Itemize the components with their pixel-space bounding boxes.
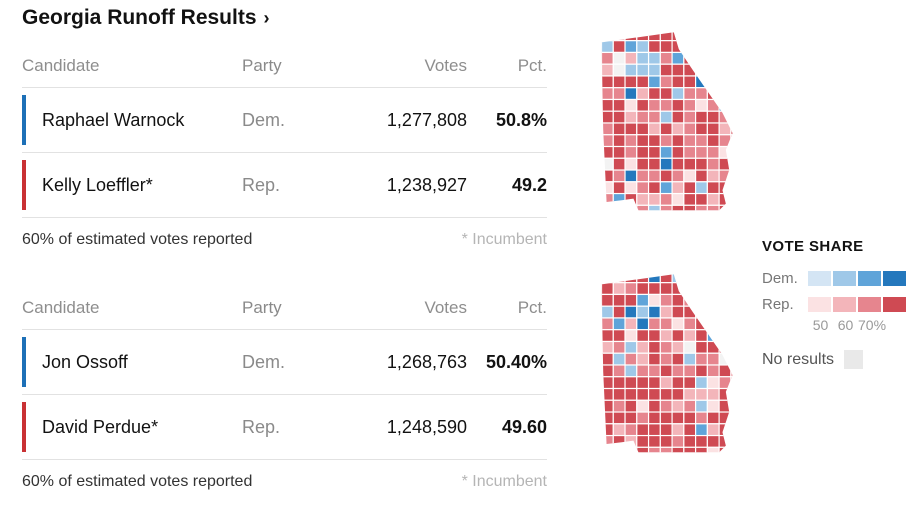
no-results-swatch: [844, 350, 864, 369]
table-row: Raphael Warnock Dem. 1,277,808 50.8%: [22, 87, 547, 152]
rep-swatch-1: [808, 297, 831, 312]
page-title: Georgia Runoff Results: [22, 6, 257, 29]
table-header-row: Candidate Party Votes Pct.: [22, 292, 547, 329]
party-color-bar: [22, 160, 26, 210]
candidate-name: David Perdue*: [42, 416, 159, 437]
scale-label-70: 70%: [858, 317, 887, 333]
legend-dem-row: Dem.: [762, 270, 914, 287]
rep-swatch-2: [833, 297, 856, 312]
candidate-votes: 1,268,763: [386, 351, 467, 372]
dem-swatch-2: [833, 271, 856, 286]
dem-swatch-3: [858, 271, 881, 286]
table-row: Kelly Loeffler* Rep. 1,238,927 49.2: [22, 152, 547, 217]
incumbent-note: * Incumbent: [461, 473, 547, 490]
results-table-special: Candidate Party Votes Pct. Raphael Warno…: [22, 50, 547, 249]
column-header-pct: Pct.: [517, 56, 547, 75]
column-header-party: Party: [242, 298, 282, 317]
candidate-party: Rep.: [242, 174, 281, 195]
candidate-votes: 1,248,590: [386, 416, 467, 437]
county-map-top-race: [578, 28, 746, 218]
column-header-votes: Votes: [424, 298, 467, 317]
candidate-name: Raphael Warnock: [42, 109, 185, 130]
results-table-regular: Candidate Party Votes Pct. Jon Ossoff De…: [22, 292, 547, 491]
legend-title: VOTE SHARE: [762, 238, 864, 255]
candidate-votes: 1,238,927: [386, 174, 467, 195]
candidate-votes: 1,277,808: [386, 109, 467, 130]
reported-status: 60% of estimated votes reported: [22, 231, 253, 248]
table-row: Jon Ossoff Dem. 1,268,763 50.40%: [22, 329, 547, 394]
table-footer: 60% of estimated votes reported * Incumb…: [22, 217, 547, 249]
candidate-pct: 50.40%: [485, 351, 547, 372]
column-header-pct: Pct.: [517, 298, 547, 317]
party-color-bar: [22, 337, 26, 387]
dem-swatch-4: [883, 271, 906, 286]
party-color-bar: [22, 95, 26, 145]
incumbent-note: * Incumbent: [461, 231, 547, 248]
candidate-party: Rep.: [242, 416, 281, 437]
scale-label-50: 50: [812, 317, 829, 333]
legend-scale-labels: 50 60 70%: [762, 317, 914, 333]
vote-share-legend: VOTE SHARE Dem. Rep. 50 60 70% No result…: [762, 238, 914, 369]
legend-no-results-row: No results: [762, 350, 914, 369]
candidate-party: Dem.: [242, 351, 286, 372]
candidate-party: Dem.: [242, 109, 286, 130]
reported-status: 60% of estimated votes reported: [22, 473, 253, 490]
column-header-votes: Votes: [424, 56, 467, 75]
candidate-pct: 50.8%: [495, 109, 547, 130]
column-header-candidate: Candidate: [22, 56, 100, 75]
county-map-bottom-race: [578, 270, 746, 460]
legend-dem-label: Dem.: [762, 270, 798, 287]
table-row: David Perdue* Rep. 1,248,590 49.60: [22, 394, 547, 459]
no-results-label: No results: [762, 350, 835, 368]
candidate-pct: 49.2: [511, 174, 547, 195]
rep-swatch-4: [883, 297, 906, 312]
dem-swatch-1: [808, 271, 831, 286]
candidate-pct: 49.60: [501, 416, 547, 437]
legend-rep-row: Rep.: [762, 296, 914, 313]
candidate-name: Kelly Loeffler*: [42, 174, 153, 195]
table-footer: 60% of estimated votes reported * Incumb…: [22, 459, 547, 491]
party-color-bar: [22, 402, 26, 452]
column-header-candidate: Candidate: [22, 298, 100, 317]
candidate-name: Jon Ossoff: [42, 351, 128, 372]
legend-rep-label: Rep.: [762, 296, 794, 313]
table-header-row: Candidate Party Votes Pct.: [22, 50, 547, 87]
column-header-party: Party: [242, 56, 282, 75]
rep-swatch-3: [858, 297, 881, 312]
chevron-right-icon: ›: [263, 8, 270, 28]
page-title-link[interactable]: Georgia Runoff Results ›: [22, 6, 270, 30]
scale-label-60: 60: [837, 317, 854, 333]
